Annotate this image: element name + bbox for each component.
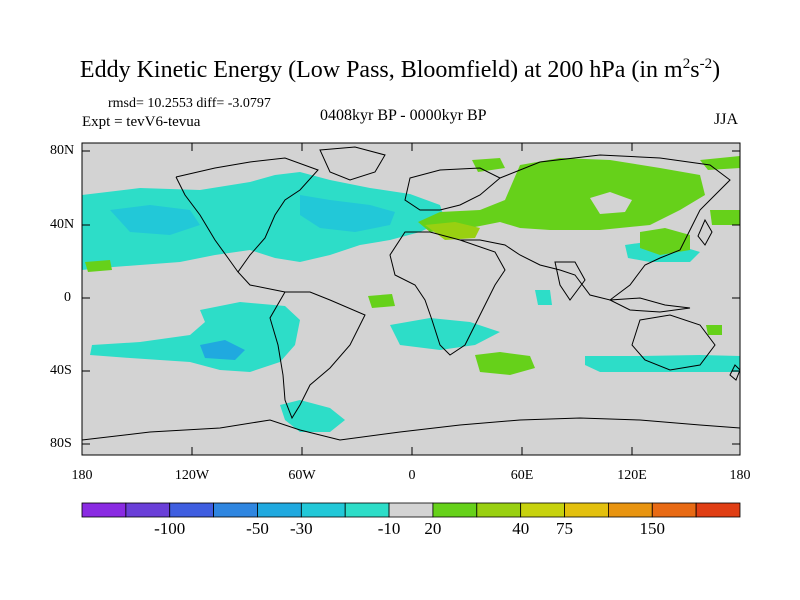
colorbar-label: -30 — [289, 519, 313, 538]
anomaly-patagonia — [280, 400, 345, 432]
anomaly-east-pacific — [85, 260, 112, 272]
colorbar-swatch — [213, 502, 258, 518]
lon-label: 120E — [617, 468, 647, 483]
anomaly-indian-ocean — [585, 355, 740, 372]
colorbar-swatch — [300, 502, 346, 518]
colorbar-swatch — [520, 502, 565, 518]
coast-south-america — [269, 291, 366, 420]
colorbar-swatch — [564, 502, 609, 518]
anomaly-mediterranean — [425, 222, 480, 240]
anomaly-north-atlantic-core — [300, 195, 395, 232]
experiment-label: Expt = tevV6-tevua — [82, 114, 201, 130]
colorbar-swatch — [125, 502, 171, 518]
colorbar-swatch — [476, 502, 522, 518]
lat-label: 40N — [50, 217, 75, 232]
lat-label: 40S — [50, 363, 72, 378]
colorbar-swatch — [651, 502, 697, 518]
anomaly-north-siberia — [700, 156, 740, 170]
anomaly-equatorial-atlantic — [535, 290, 552, 305]
anomaly-pacific-north — [710, 210, 740, 225]
lon-label: 60E — [510, 468, 534, 483]
colorbar-label: -100 — [154, 519, 186, 538]
anomaly-north-atlantic — [82, 172, 445, 270]
colorbar — [81, 502, 741, 518]
map-field — [82, 143, 740, 455]
anomaly-south-atlantic — [390, 318, 500, 350]
colorbar-label: -10 — [377, 519, 401, 538]
colorbar-label: 40 — [512, 519, 530, 538]
period-label: 0408kyr BP - 0000kyr BP — [320, 107, 487, 124]
colorbar-label: -50 — [246, 519, 269, 538]
map-frame — [81, 142, 741, 456]
coastlines — [82, 146, 740, 441]
colorbar-swatch — [257, 502, 302, 518]
lon-label: 180 — [729, 468, 751, 483]
coast-greenland — [319, 146, 386, 181]
anomaly-mongolia — [640, 228, 690, 255]
colorbar-label: 75 — [556, 519, 573, 538]
season-label: JJA — [714, 111, 739, 128]
lat-ticks — [82, 150, 740, 445]
colorbar-swatch — [388, 502, 434, 518]
anomaly-australia-east — [706, 325, 722, 335]
coast-indonesia — [608, 297, 691, 313]
lon-ticks — [81, 143, 741, 455]
coast-africa — [389, 231, 506, 356]
colorbar-swatch — [432, 502, 478, 518]
lat-label: 80N — [50, 143, 75, 158]
colorbar-swatch — [81, 502, 127, 518]
anomaly-south-africa — [475, 352, 535, 375]
rmsd-diff-stats: rmsd= 10.2553 diff= -3.0797 — [108, 96, 271, 111]
lat-label: 80S — [50, 436, 72, 451]
coast-asia — [460, 154, 731, 301]
anomaly-south-atlantic-east — [368, 294, 395, 308]
colorbar-swatch — [695, 502, 741, 518]
coast-india — [554, 261, 586, 301]
plot-title: Eddy Kinetic Energy (Low Pass, Bloomfiel… — [79, 56, 721, 83]
lon-label: 180 — [71, 468, 93, 483]
coast-antarctica — [82, 417, 740, 441]
anomaly-pacific-core — [110, 205, 200, 235]
coast-north-america — [175, 157, 319, 293]
coast-new-zealand — [729, 364, 740, 381]
coast-australia — [631, 314, 716, 371]
anomaly-eurasia-hole — [590, 192, 632, 214]
colorbar-swatch — [169, 502, 214, 518]
colorbar-swatch — [344, 502, 390, 518]
colorbar-label: 150 — [639, 519, 666, 538]
coast-europe — [404, 167, 501, 211]
lon-label: 0 — [408, 468, 416, 483]
colorbar-label: 20 — [424, 519, 442, 538]
anomaly-eurasia — [418, 158, 705, 232]
lat-label: 0 — [64, 290, 71, 305]
anomaly-southern-pacific-core — [200, 340, 245, 360]
coast-japan — [697, 218, 713, 246]
lon-label: 120W — [174, 468, 210, 483]
colorbar-swatch — [608, 502, 653, 518]
anomaly-southern-pacific — [90, 302, 300, 372]
lon-label: 60W — [288, 468, 316, 483]
